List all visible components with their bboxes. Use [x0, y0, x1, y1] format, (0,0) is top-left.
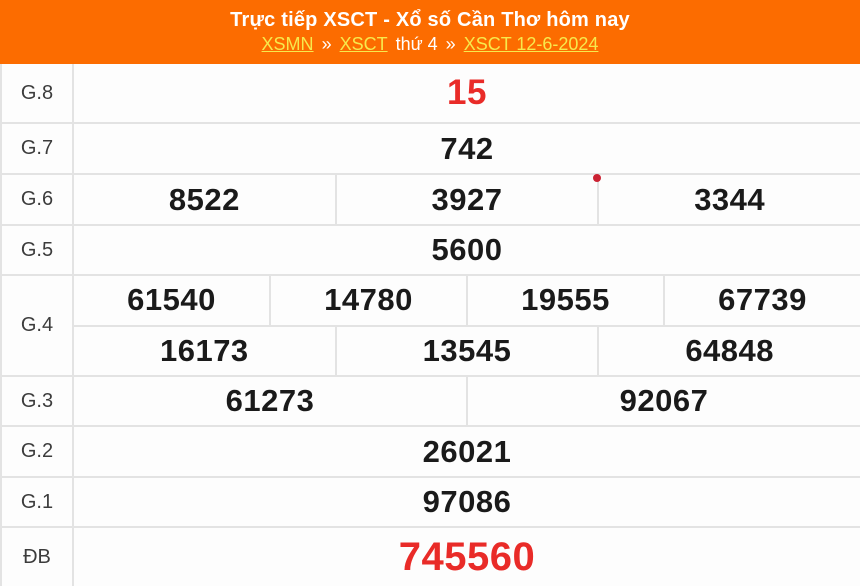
red-dot [593, 174, 601, 182]
prize-row: G.4 61540 14780 19555 67739 16173 13545 64848 [2, 276, 860, 377]
header: Trực tiếp XSCT - Xổ số Cần Thơ hôm nay X… [0, 0, 860, 64]
breadcrumb: XSMN » XSCT thứ 4 » XSCT 12-6-2024 [0, 32, 860, 56]
prize-label: G.3 [2, 377, 74, 425]
prize-label: G.6 [2, 175, 74, 224]
prize-number: 16173 [159, 332, 249, 368]
prize-subrow: 15 [74, 64, 860, 122]
prize-number: 5600 [431, 232, 503, 267]
results-table: G.8 15 G.7 742 G.6 8522 3927 3344 G.5 5600 G.4 6154… [0, 64, 860, 586]
prize-number: 61273 [225, 383, 315, 418]
prize-row: G.3 61273 92067 [2, 377, 860, 427]
prize-label: G.2 [2, 427, 74, 476]
prize-label: G.1 [2, 478, 74, 526]
prize-number: 97086 [422, 484, 512, 519]
breadcrumb-text: thứ 4 [395, 34, 438, 54]
prize-row: G.8 15 [2, 64, 860, 124]
prize-number: 3344 [597, 175, 860, 224]
prize-subrow: 5600 [74, 226, 860, 274]
prize-subrow: 8522 3927 3344 [74, 175, 860, 224]
prize-number: 61540 [127, 282, 216, 318]
prize-row: G.6 8522 3927 3344 [2, 175, 860, 226]
prize-label: G.5 [2, 226, 74, 274]
prize-values: 15 [74, 64, 860, 122]
prize-values: 61540 14780 19555 67739 16173 13545 64848 [74, 276, 860, 375]
prize-row: ĐB 745560 [2, 528, 860, 586]
prize-number: 745560 [398, 534, 536, 579]
prize-number: 3927 [334, 175, 598, 224]
prize-values: 26021 [74, 427, 860, 476]
breadcrumb-link[interactable]: XSCT [339, 34, 388, 54]
prize-label: G.8 [2, 64, 74, 122]
prize-row: G.7 742 [2, 124, 860, 175]
breadcrumb-text: » [445, 34, 456, 54]
prize-label: ĐB [2, 528, 74, 586]
prize-number: 15 [447, 73, 487, 112]
prize-subrow: 61273 92067 [74, 377, 860, 425]
prize-number: 8522 [168, 181, 240, 217]
prize-subrow: 61540 14780 19555 67739 [74, 276, 860, 325]
prize-label: G.7 [2, 124, 74, 173]
breadcrumb-link[interactable]: XSCT 12-6-2024 [463, 34, 599, 54]
prize-values: 8522 3927 3344 [74, 175, 860, 224]
prize-subrow: 745560 [74, 528, 860, 586]
prize-subrow: 742 [74, 124, 860, 173]
prize-number: 92067 [466, 377, 860, 425]
page-title: Trực tiếp XSCT - Xổ số Cần Thơ hôm nay [230, 9, 630, 31]
breadcrumb-text: » [321, 34, 332, 54]
breadcrumb-link[interactable]: XSMN [261, 34, 314, 54]
prize-values: 61273 92067 [74, 377, 860, 425]
prize-row: G.5 5600 [2, 226, 860, 276]
prize-number: 13545 [334, 326, 598, 375]
prize-number: 26021 [422, 433, 512, 469]
prize-values: 5600 [74, 226, 860, 274]
prize-subrow: 97086 [74, 478, 860, 526]
prize-row: G.1 97086 [2, 478, 860, 528]
prize-number: 14780 [269, 276, 466, 325]
prize-label: G.4 [2, 276, 74, 375]
prize-subrow: 26021 [74, 427, 860, 476]
prize-row: G.2 26021 [2, 427, 860, 478]
prize-values: 97086 [74, 478, 860, 526]
prize-subrow: 16173 13545 64848 [74, 324, 860, 375]
prize-number: 67739 [663, 276, 860, 325]
prize-number: 19555 [466, 276, 663, 325]
prize-number: 742 [440, 130, 494, 166]
prize-values: 742 [74, 124, 860, 173]
prize-values: 745560 [74, 528, 860, 586]
prize-number: 64848 [597, 326, 860, 375]
